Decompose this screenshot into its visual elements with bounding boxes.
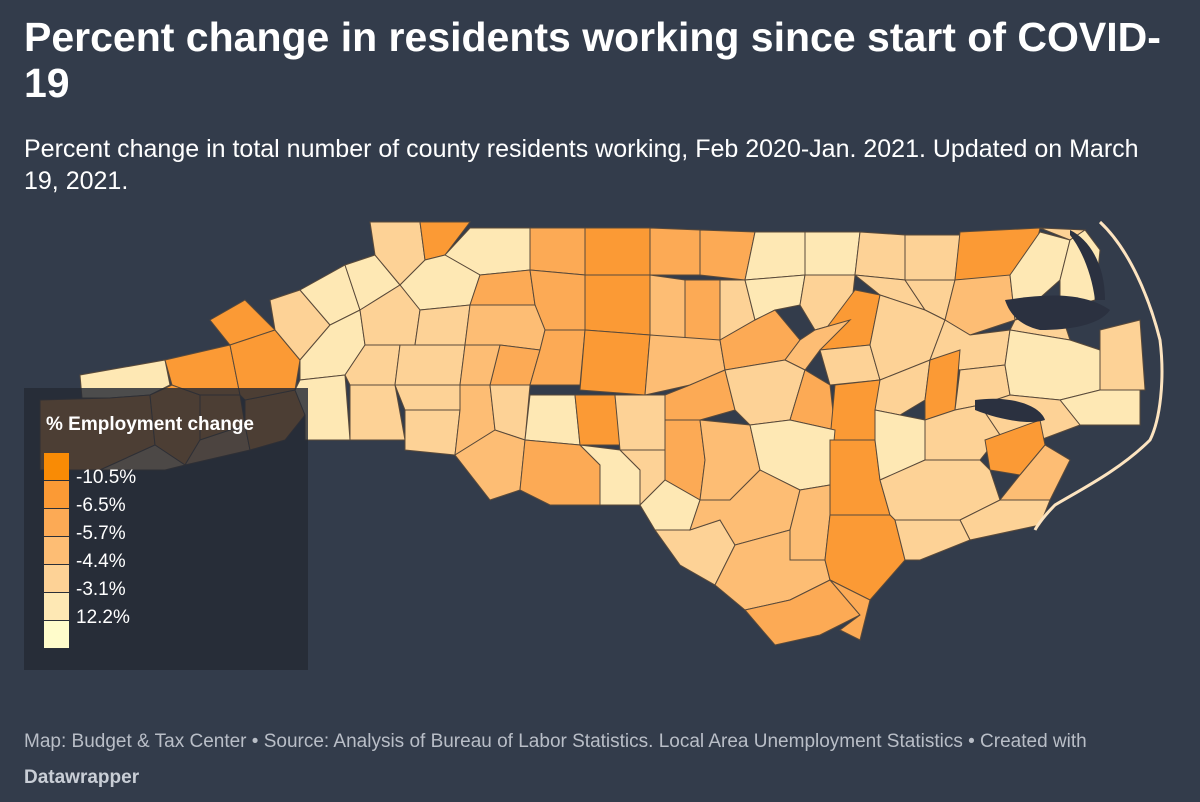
legend-label: -6.5% — [76, 495, 126, 516]
legend-label: -10.5% — [76, 467, 137, 488]
county[interactable] — [829, 579, 871, 641]
county[interactable] — [1004, 329, 1101, 401]
outer-banks-coast — [1033, 220, 1164, 531]
county[interactable] — [394, 344, 466, 386]
legend-label: -3.1% — [76, 579, 126, 600]
legend-swatch — [44, 537, 69, 565]
county[interactable] — [349, 384, 406, 441]
county[interactable] — [584, 227, 651, 276]
legend-label: -5.7% — [76, 523, 126, 544]
legend: % Employment change -10.5% -6.5% -5.7% -… — [24, 388, 308, 670]
county[interactable] — [854, 231, 906, 281]
county[interactable] — [894, 519, 971, 561]
legend-swatch — [44, 593, 69, 621]
legend-swatch — [44, 453, 69, 481]
county[interactable] — [524, 394, 581, 446]
county[interactable] — [649, 227, 701, 276]
county[interactable] — [464, 304, 546, 351]
county[interactable] — [404, 409, 461, 456]
legend-swatches — [44, 453, 69, 649]
county[interactable] — [529, 329, 586, 386]
county[interactable] — [744, 274, 806, 321]
county[interactable] — [529, 227, 586, 276]
county[interactable] — [804, 231, 861, 276]
legend-swatch — [44, 621, 69, 649]
datawrapper-link[interactable]: Datawrapper — [24, 767, 140, 788]
county[interactable] — [614, 394, 666, 451]
county[interactable] — [684, 279, 721, 341]
county[interactable] — [904, 234, 961, 281]
legend-swatch — [44, 481, 69, 509]
county[interactable] — [829, 379, 881, 441]
legend-label: -4.4% — [76, 551, 126, 572]
county[interactable] — [394, 384, 461, 411]
county[interactable] — [874, 359, 931, 416]
legend-swatch — [44, 565, 69, 593]
county[interactable] — [998, 444, 1071, 501]
county[interactable] — [959, 499, 1051, 541]
county[interactable] — [944, 274, 1016, 336]
county[interactable] — [1099, 319, 1146, 391]
county[interactable] — [574, 394, 621, 446]
footer: Map: Budget & Tax Center • Source: Analy… — [24, 724, 1174, 796]
county[interactable] — [579, 329, 651, 396]
county[interactable] — [744, 231, 806, 281]
sounds-water — [975, 230, 1110, 422]
footer-text: Map: Budget & Tax Center • Source: Analy… — [24, 731, 1087, 752]
map-subtitle: Percent change in total number of county… — [24, 135, 1139, 195]
legend-swatch — [44, 509, 69, 537]
county[interactable] — [584, 274, 651, 336]
map-title: Percent change in residents working sinc… — [24, 14, 1161, 106]
county[interactable] — [414, 304, 471, 346]
legend-label: 12.2% — [76, 607, 130, 628]
legend-title: % Employment change — [46, 414, 254, 435]
county[interactable] — [819, 344, 881, 386]
county[interactable] — [649, 274, 686, 341]
county[interactable] — [469, 269, 536, 306]
